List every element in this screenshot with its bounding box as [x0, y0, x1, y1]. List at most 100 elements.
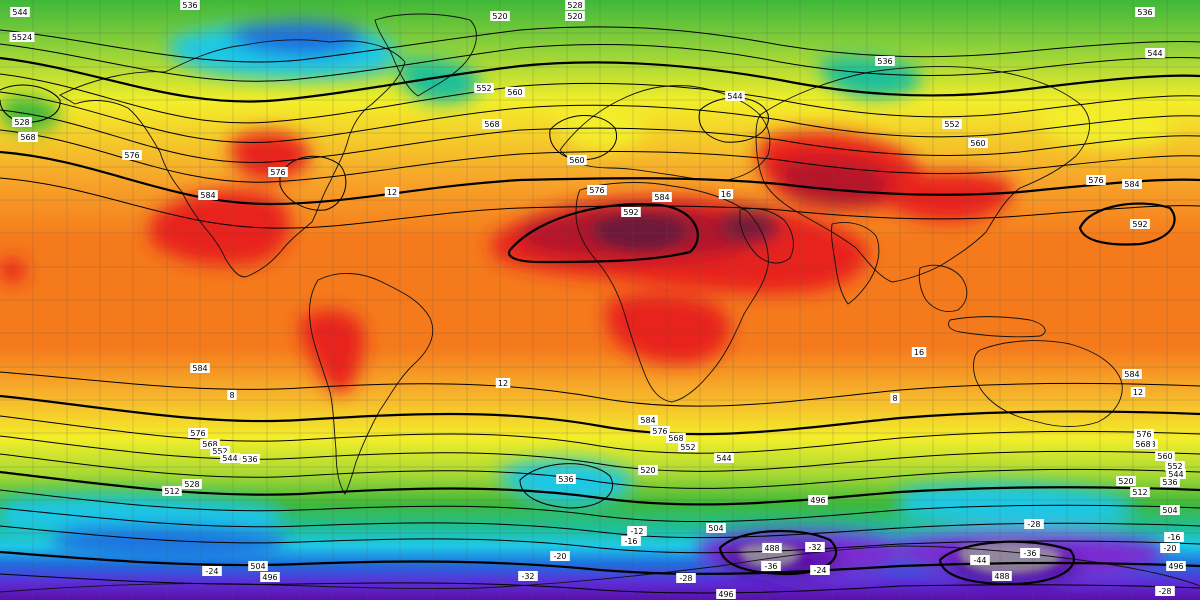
contour-low-europe — [549, 115, 617, 161]
contour-label-box — [1122, 369, 1142, 379]
label-520-top: 520 — [565, 11, 585, 21]
contour-label-box — [227, 390, 237, 400]
contour-label-box — [587, 185, 607, 195]
label-5524-nw: 5524 — [9, 32, 35, 42]
label-504-e: 504 — [1160, 505, 1180, 515]
label-496-bottom: 496 — [716, 589, 736, 599]
coast-se-asia — [918, 264, 968, 312]
contour-label-text: -28 — [1158, 587, 1171, 596]
contour-low-nw-pac — [0, 84, 61, 123]
contour-label-box — [805, 542, 825, 552]
label-552-asia: 552 — [942, 119, 962, 129]
contour-label-text: 592 — [1132, 220, 1147, 229]
contour-label-text: 504 — [708, 524, 723, 533]
contour-544-s — [0, 470, 1200, 506]
contour-label-box — [190, 363, 210, 373]
label-544-nw: 544 — [10, 7, 30, 17]
contour-label-box — [505, 87, 525, 97]
contour-label-box — [875, 56, 895, 66]
contour-label-box — [1166, 469, 1186, 479]
contour-label-text: 552 — [476, 84, 491, 93]
label-t8-a: 8 — [227, 390, 237, 400]
contour-label-box — [1160, 505, 1180, 515]
shade-red-6 — [605, 293, 731, 364]
label-568-e-pac: 568 — [1133, 439, 1153, 449]
shade-cyan-20 — [0, 494, 285, 538]
contour-label-text: 560 — [1157, 452, 1172, 461]
contour-label-text: -28 — [679, 574, 692, 583]
contour-488-low-a — [718, 529, 838, 576]
contour-label-box — [10, 7, 30, 17]
contour-536 — [0, 56, 1200, 103]
contour-label-box — [1164, 532, 1184, 542]
label-592-sahara: 592 — [621, 207, 641, 217]
contour-label-text: 8 — [892, 394, 897, 403]
label-568-s-atl: 568 — [666, 433, 686, 443]
contour-label-box — [384, 187, 400, 197]
label-576-e: 576 — [1134, 429, 1154, 439]
contour-label-box — [202, 566, 222, 576]
contour-label-text: 544 — [1168, 470, 1183, 479]
contour-label-box — [706, 523, 726, 533]
label-520-s-atl: 520 — [638, 465, 658, 475]
label-512-s-pac: 512 — [162, 486, 182, 496]
contour-low-s-atl — [519, 463, 613, 509]
contour-label-text: 512 — [1132, 488, 1147, 497]
contour-label-text: 520 — [1118, 477, 1133, 486]
label-t12-b: 12 — [495, 378, 511, 388]
contour-label-text: 8 — [229, 391, 234, 400]
contour-label-text: -44 — [973, 556, 986, 565]
contour-label-text: -16 — [624, 537, 637, 546]
label-536-siberia: 536 — [875, 56, 895, 66]
contour-552-s — [0, 453, 1200, 489]
contour-label-text: 504 — [1162, 506, 1177, 515]
contour-label-text: 544 — [727, 92, 742, 101]
contour-label-text: 496 — [1168, 562, 1183, 571]
contour-label-box — [638, 415, 658, 425]
coast-indonesia — [948, 316, 1046, 338]
shade-maroon-11 — [719, 209, 781, 245]
contour-label-box — [240, 454, 260, 464]
contour-label-box — [495, 378, 511, 388]
label-tm28-c: -28 — [1024, 519, 1044, 529]
contour-label-box — [718, 189, 734, 199]
contour-label-text: 536 — [1137, 8, 1152, 17]
shade-dark_red-9 — [780, 159, 892, 208]
contour-label-box — [1135, 7, 1155, 17]
contour-label-text: -24 — [813, 566, 826, 575]
shade-red-0 — [150, 189, 291, 266]
label-576-nw-pac: 576 — [1086, 175, 1106, 185]
label-544-s-atl: 544 — [714, 453, 734, 463]
label-544-e: 544 — [1166, 469, 1186, 479]
coast-north-america — [59, 39, 406, 278]
label-tm20-a: -20 — [550, 551, 570, 561]
contour-label-box — [911, 347, 927, 357]
contour-label-box — [621, 207, 641, 217]
label-536-ne-a: 536 — [1135, 7, 1155, 17]
contour-label-text: 552 — [212, 447, 227, 456]
label-tm32-b: -32 — [805, 542, 825, 552]
contour-label-box — [638, 465, 658, 475]
contour-label-box — [761, 561, 781, 571]
label-t8-b: 8 — [890, 393, 900, 403]
contour-label-text: -36 — [764, 562, 777, 571]
shade-core-maroon-2 — [599, 218, 678, 248]
label-496-sw: 496 — [260, 572, 280, 582]
contour-label-text: 576 — [589, 186, 604, 195]
label-tm24-a: -24 — [202, 566, 222, 576]
label-560-asia: 560 — [968, 138, 988, 148]
label-536-s-ind: 536 — [556, 474, 576, 484]
label-520-e: 520 — [1116, 476, 1136, 486]
contour-label-text: 536 — [558, 475, 573, 484]
label-584-aus: 584 — [1122, 369, 1142, 379]
contour-label-box — [162, 486, 182, 496]
coast-south-america — [309, 272, 434, 495]
shade-teal-15 — [819, 56, 921, 99]
contour-label-box — [627, 526, 647, 536]
contour-label-text: 504 — [250, 562, 265, 571]
label-tm44-a: -44 — [970, 555, 990, 565]
coast-asia — [755, 65, 1090, 283]
contour-label-box — [1086, 175, 1106, 185]
contour-528-s — [0, 507, 1200, 539]
contour-label-text: 552 — [1167, 462, 1182, 471]
